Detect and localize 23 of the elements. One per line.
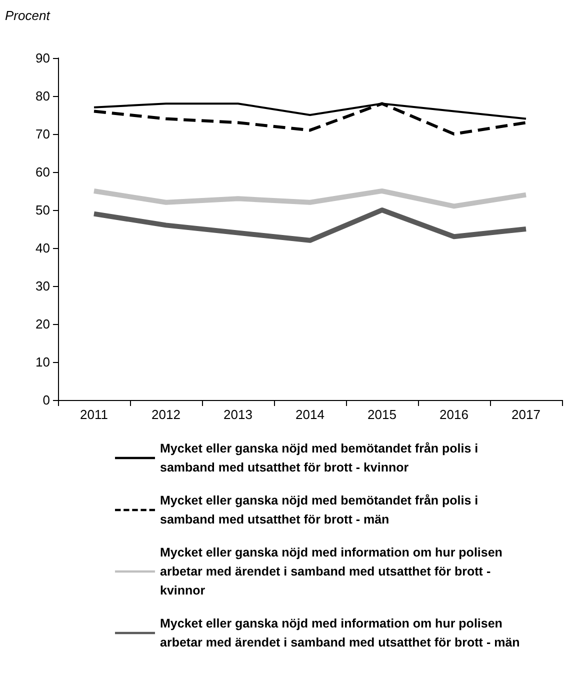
y-tick-label: 60 (36, 164, 50, 180)
x-tick-label: 2015 (368, 407, 396, 422)
x-tick-label: 2011 (80, 407, 108, 422)
x-tick-label: 2012 (152, 407, 180, 422)
y-axis-title: Procent (5, 8, 52, 23)
x-tick-label: 2017 (512, 407, 540, 422)
x-tick-label: 2013 (224, 407, 252, 422)
line-series (92, 102, 528, 136)
legend-label: Mycket eller ganska nöjd med information om hur polisen arbetar med ärendet i samband med utsatthet för brott - män (160, 616, 520, 650)
y-tick-label: 40 (36, 240, 50, 256)
y-tick-label: 80 (36, 88, 50, 104)
x-tick-label: 2016 (440, 407, 468, 422)
y-tick-label: 70 (36, 126, 50, 142)
y-tick-label: 0 (42, 392, 50, 408)
x-tick-label: 2014 (296, 407, 324, 422)
y-tick-label: 30 (36, 278, 50, 294)
legend-label: Mycket eller ganska nöjd med information om hur polisen arbetar med ärendet i samband med utsatthet för brott - kvinnor (160, 546, 506, 598)
y-tick-label: 90 (36, 50, 50, 66)
legend-label: Mycket eller ganska nöjd med bemötandet från polis i samband med utsatthet för brott - kvinnor (160, 442, 482, 474)
y-tick-label: 20 (36, 316, 50, 332)
y-tick-label: 10 (36, 354, 50, 370)
y-tick-label: 50 (36, 202, 50, 218)
legend-label: Mycket eller ganska nöjd med bemötandet från polis i samband med utsatthet för brott - män (160, 494, 482, 526)
